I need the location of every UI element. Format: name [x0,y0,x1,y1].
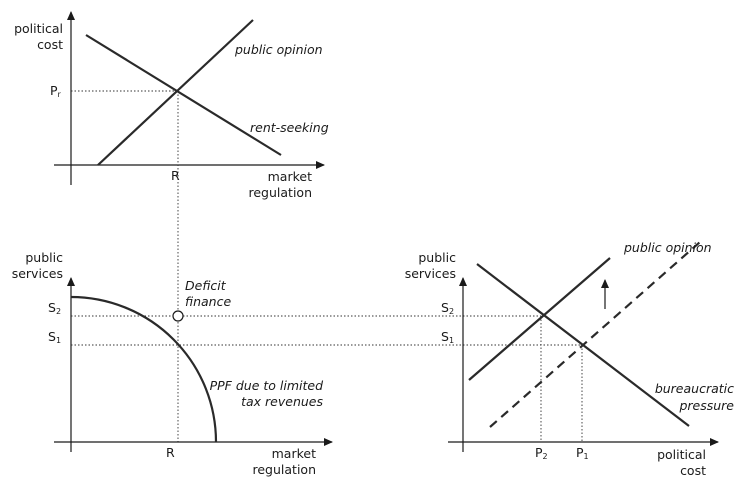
top-tick-pr: Pr [50,83,62,99]
top-rent-seeking-label: rent-seeking [250,120,329,135]
ppf-label-line2: tax revenues [241,394,323,409]
deficit-finance-point [172,310,184,322]
right-tick-s2: S2 [441,300,454,316]
right-tick-p2: P2 [535,445,548,461]
top-y-label-line2: cost [37,37,63,52]
top-tick-r: R [171,168,180,183]
left-x-label-line2: regulation [253,462,317,477]
left-panel: public services S2 S1 R market regulatio… [12,250,582,477]
right-tick-p1: P1 [576,445,589,461]
top-x-label-line2: regulation [249,185,313,200]
bureaucratic-pressure-curve [476,263,690,427]
top-panel: political cost Pr R market regulation pu… [14,11,329,442]
bureaucratic-pressure-label-line1: bureaucratic [655,381,734,396]
top-rent-seeking-curve [85,34,282,156]
ppf-curve [70,295,218,443]
right-tick-s1: S1 [441,329,454,345]
deficit-finance-label-line2: finance [185,294,231,309]
right-x-label-line1: political [657,447,706,462]
top-public-opinion-curve [97,19,254,166]
right-public-opinion-shifted-curve [489,241,701,428]
right-y-label-line1: public [418,250,456,265]
ppf-label-line1: PPF due to limited [210,378,323,393]
top-y-label-line1: political [14,21,63,36]
left-y-label-line2: services [12,266,63,281]
right-public-opinion-curve [468,257,611,381]
left-x-label-line1: market [272,446,316,461]
right-public-opinion-label: public opinion [623,240,712,255]
bureaucratic-pressure-label-line2: pressure [678,398,734,413]
right-x-label-line2: cost [680,463,706,478]
right-y-label-line2: services [405,266,456,281]
top-public-opinion-label: public opinion [234,42,323,57]
right-panel: public services S2 S1 P2 P1 political co… [405,240,735,478]
left-tick-r: R [166,445,175,460]
deficit-finance-label-line1: Deficit [185,278,227,293]
left-tick-s2: S2 [48,300,61,316]
left-y-label-line1: public [25,250,63,265]
top-x-label-line1: market [268,169,312,184]
left-tick-s1: S1 [48,329,61,345]
